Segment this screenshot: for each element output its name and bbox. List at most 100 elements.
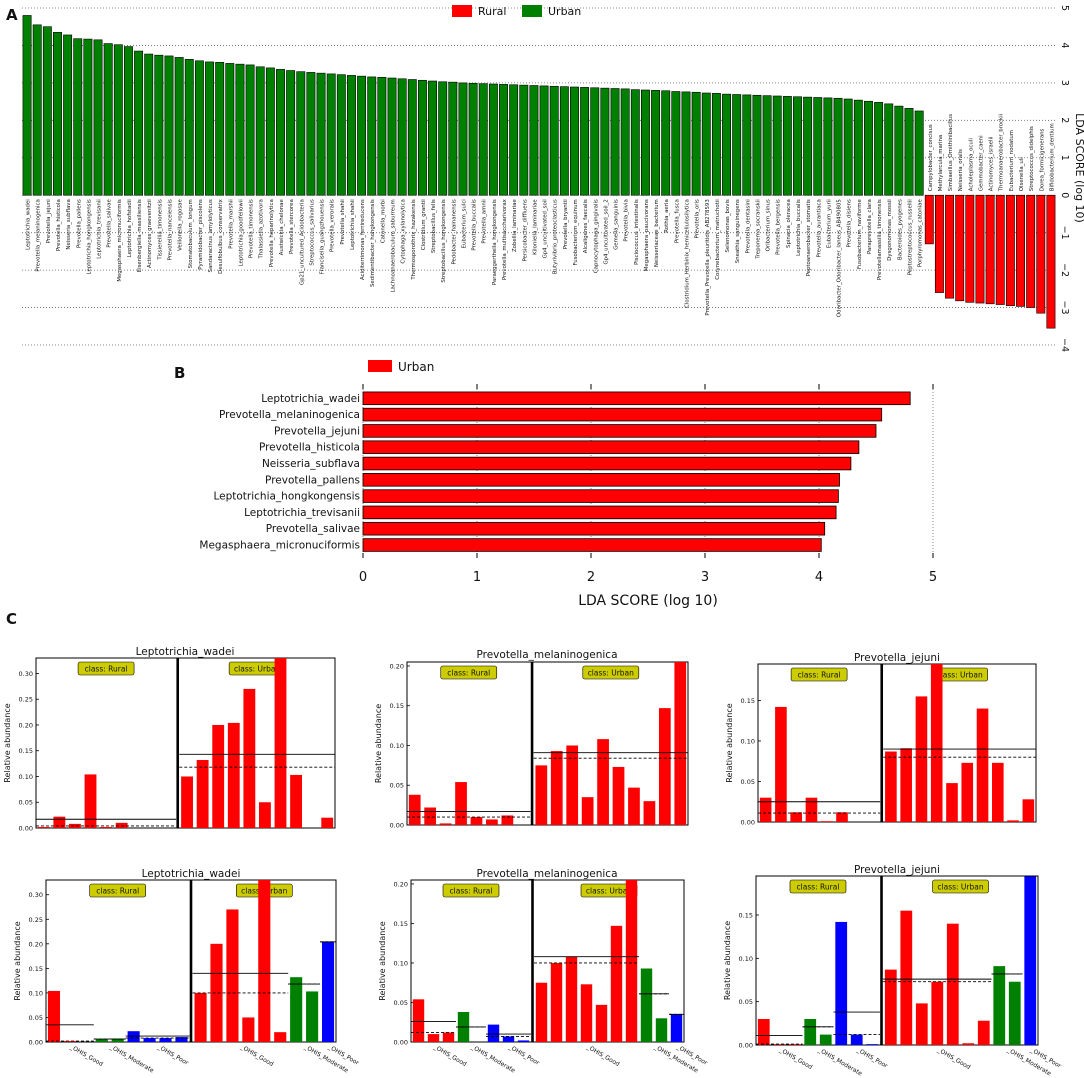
bar-label: Lachnoanaerobaculum_saburreum [391, 199, 397, 292]
abundance-bar [227, 722, 240, 828]
abundance-chart: Leptotrichia_wadei Relative abundance 0.00… [3, 646, 336, 833]
urban-bar [63, 34, 73, 196]
y-tick-label: 0.00 [739, 1042, 753, 1050]
urban-bar [347, 75, 356, 196]
abundance-bar [946, 783, 958, 822]
y-tick-label: 0.10 [390, 742, 404, 750]
urban-bar [590, 87, 600, 196]
y-tick-label: 0.15 [390, 702, 404, 710]
abundance-bar [502, 1036, 515, 1042]
bar-label: Francisella_guangzhouensis [320, 199, 326, 274]
y-tick-label: −3 [1059, 301, 1070, 315]
legend-swatch-urban [368, 360, 392, 372]
urban-bar [417, 79, 427, 196]
x-tick-label: 4 [815, 570, 823, 585]
abundance-bar [470, 817, 483, 825]
y-tick-label: 0.05 [19, 799, 33, 807]
bar-label: Leptotrichia_wadei [26, 199, 32, 250]
urban-bar [235, 63, 245, 196]
abundance-bar [95, 1039, 108, 1042]
bar-label: Kiloniella_laminariae [532, 199, 538, 255]
x-tick-label: _OHIS_Good [935, 1046, 971, 1071]
bar-label: Prevotella_Prevotella_pleuritidis_AB2785… [705, 199, 711, 315]
abundance-bar [773, 1044, 786, 1045]
urban-bar [362, 407, 883, 422]
bar-label: Sandaracinus_amylolyticus [208, 199, 214, 272]
x-tick-label: _OHIS_Good [432, 1043, 468, 1068]
abundance-bar [274, 658, 287, 828]
x-tick-label: 1 [473, 570, 481, 585]
bar-label: Prevotella_jejuni [274, 425, 360, 437]
abundance-bar [790, 812, 802, 822]
abundance-bar [961, 762, 974, 822]
urban-bar [205, 61, 214, 196]
bar-label: Thalassiella_azotivora [259, 199, 265, 259]
urban-bar [42, 26, 52, 196]
abundance-bar [321, 941, 335, 1042]
bar-label: Treponema_socranskii [755, 199, 761, 260]
y-tick-label: 2 [1059, 117, 1070, 123]
y-tick-label: 0.20 [19, 721, 33, 729]
abundance-bar [243, 688, 256, 828]
abundance-bar [946, 923, 959, 1045]
abundance-bar [835, 921, 848, 1045]
abundance-bar [884, 969, 897, 1045]
rural-bar [995, 194, 1005, 305]
y-axis-label: Relative abundance [723, 921, 732, 1000]
bar-label: Prevotella_amnii [482, 199, 488, 243]
bar-label: Olsenella_uli [1019, 157, 1025, 191]
bar-label: Paraprevotella_clara [867, 199, 873, 254]
abundance-bar [565, 956, 578, 1042]
urban-bar [843, 98, 853, 196]
urban-bar [813, 97, 823, 196]
bar-label: Prevotella_bryantii [563, 199, 569, 249]
bar-label: Cytophaga_xylanolytica [401, 199, 407, 263]
urban-bar [722, 93, 731, 196]
bar-label: Prevotella_histicola [56, 199, 62, 251]
bar-label: Eubacterium_nodatum [1009, 130, 1015, 191]
panel-label-b: B [174, 364, 185, 382]
urban-bar [22, 15, 32, 196]
abundance-bar [804, 1019, 817, 1045]
chart-title: Prevotella_jejuni [854, 652, 940, 664]
abundance-bar [427, 1034, 440, 1042]
bar-label: Thermosporothrix_hazakensis [411, 199, 417, 281]
abundance-bar [487, 1024, 500, 1042]
x-tick-label: _OHIS_Poor [507, 1043, 541, 1067]
bar-label: Megasphaera_paucivorans [644, 199, 650, 271]
bar-label: Prevotella_jejuni [46, 199, 52, 243]
abundance-bar [442, 1032, 455, 1042]
bar-label: Butyrivibrio_proteoclasticus [553, 199, 559, 274]
abundance-bar [900, 910, 913, 1045]
abundance-bar [159, 1038, 172, 1042]
urban-bar [225, 63, 235, 196]
abundance-bar [805, 797, 818, 822]
abundance-bar [111, 1038, 124, 1042]
y-tick-label: −2 [1059, 263, 1070, 277]
abundance-bar [595, 1004, 608, 1042]
urban-bar [362, 538, 822, 552]
x-tick-label: _OHIS_Good [68, 1043, 104, 1068]
y-tick-label: 0.10 [19, 773, 33, 781]
urban-bar [286, 70, 296, 196]
legend-label-urban: Urban [548, 5, 581, 18]
bar-label: Simbaeillus_Ornithinibacillus [948, 114, 954, 191]
abundance-chart: Prevotella_jejuni Relative abundance 0.00 0… [725, 652, 1037, 827]
bar-label: Sedimentibacter_hongkongensis [370, 199, 376, 287]
urban-bar [144, 53, 154, 196]
urban-bar [499, 84, 508, 196]
abundance-bar [412, 999, 425, 1042]
y-tick-label: 3 [1059, 80, 1070, 86]
bar-label: Selenomonas_bovis [725, 199, 731, 252]
urban-bar [752, 94, 762, 196]
urban-bar [397, 78, 407, 196]
x-tick-label: _OHIS_Poor [156, 1043, 190, 1067]
urban-bar [661, 90, 671, 196]
y-tick-label: 0.15 [739, 912, 753, 920]
abundance-bar [501, 815, 514, 825]
y-tick-label: 0.10 [29, 989, 43, 997]
y-tick-label: 0 [1059, 192, 1070, 198]
abundance-bar [100, 826, 112, 828]
abundance-bar [37, 826, 50, 828]
abundance-bar [625, 880, 638, 1042]
